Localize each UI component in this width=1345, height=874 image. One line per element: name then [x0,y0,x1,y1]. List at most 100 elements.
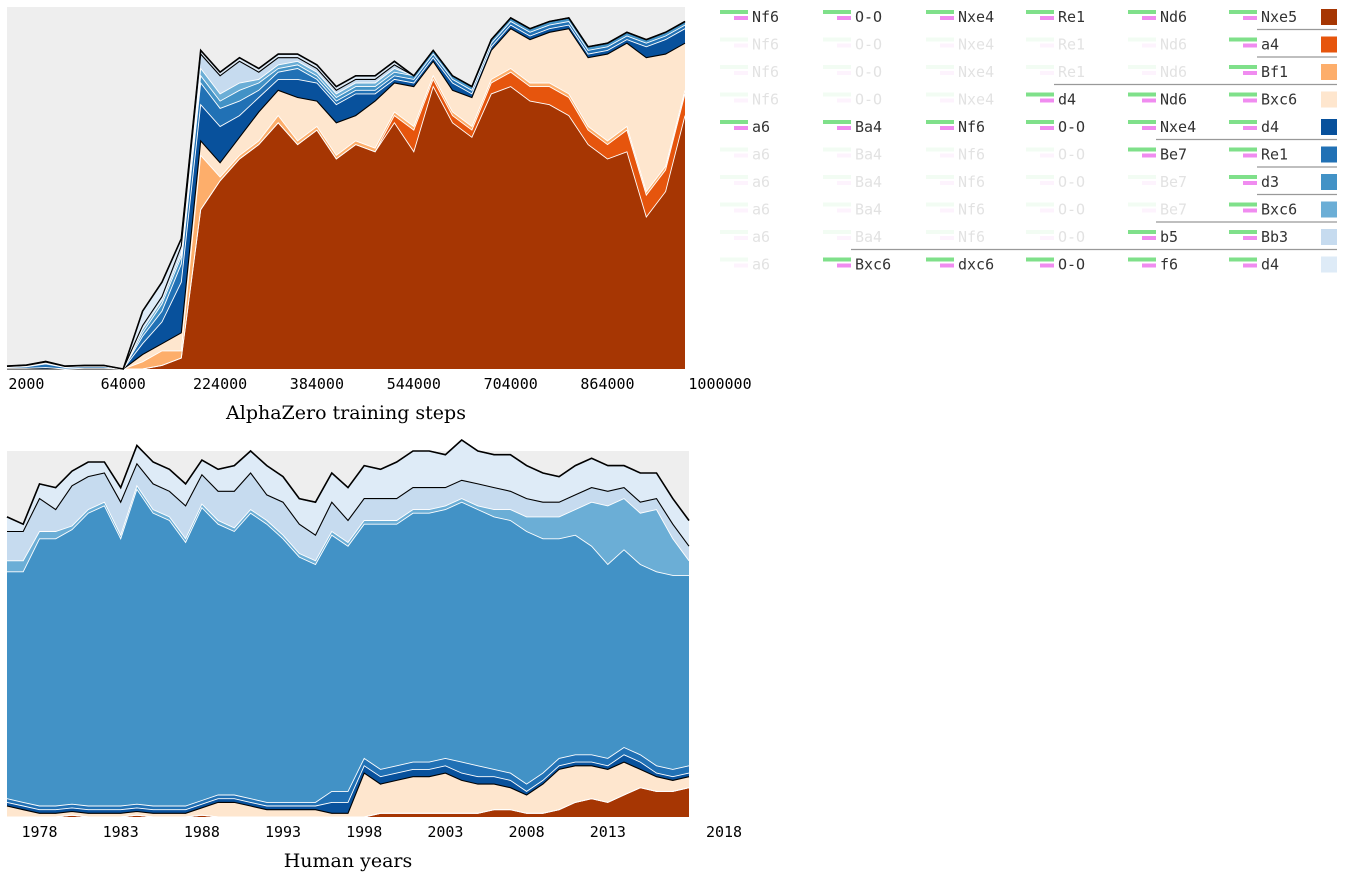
legend-move: f6 [1160,256,1178,274]
legend-marker-black [1142,236,1156,240]
legend-move: O-O [1058,173,1085,191]
legend-marker-white [1229,175,1257,179]
legend-swatch [1321,201,1337,218]
legend-marker-black [1243,181,1257,185]
legend-marker-white [926,257,954,262]
legend-marker-black [940,43,954,48]
legend-marker-white [926,92,954,97]
x-tick-labels: 2000 64000 224000 384000 544000 704000 864000 1… [8,375,751,393]
legend-marker-white [1026,120,1054,124]
area-series-9 [7,440,689,547]
legend-marker-black [1040,98,1054,103]
legend-move: Bxc6 [1261,201,1297,219]
legend-marker-black [1040,208,1054,213]
legend-marker-black [1142,263,1156,268]
legend-move: Be7 [1160,173,1187,191]
legend-move: Nd6 [1160,91,1187,109]
x-tick-label: 64000 [101,375,146,393]
x-tick-label: 544000 [387,375,441,393]
legend-move: d4 [1261,256,1279,274]
legend-marker-white [720,202,748,207]
legend-marker-black [837,181,851,185]
legend-marker-black [1243,16,1257,20]
legend-marker-black [940,236,954,240]
legend-marker-white [720,10,748,14]
legend-marker-white [823,10,851,14]
x-tick-label: 2013 [590,823,626,841]
legend-move: a6 [752,173,770,191]
x-tick-label: 1978 [21,823,57,841]
legend-marker-white [1128,65,1156,69]
training-steps-chart: 2000 64000 224000 384000 544000 704000 864000 1… [6,7,752,424]
area-layers [6,16,686,370]
legend-marker-white [926,120,954,124]
legend-move: Ba4 [855,228,882,246]
area-series-5 [7,21,685,369]
legend-marker-white [720,230,748,234]
legend-move: Re1 [1058,63,1085,81]
legend-move: Ba4 [855,201,882,219]
legend-move: O-O [855,36,882,54]
legend-marker-black [837,208,851,213]
legend-swatch [1321,229,1337,245]
legend-move: Nf6 [958,118,985,136]
legend-swatch [1321,9,1337,25]
area-layers [6,438,690,818]
legend-marker-black [1040,126,1054,130]
legend-marker-white [720,257,748,262]
legend-marker-white [823,65,851,69]
legend-marker-white [1128,120,1156,124]
legend-marker-white [1026,37,1054,42]
legend-marker-white [926,175,954,179]
area-outline [6,16,686,370]
legend-marker-black [1142,153,1156,158]
legend-move: Nf6 [752,36,779,54]
legend-marker-white [720,92,748,97]
legend-marker-black [1142,181,1156,185]
legend-marker-black [734,236,748,240]
legend-marker-white [823,230,851,234]
legend-marker-black [837,126,851,130]
legend-swatch [1321,119,1337,135]
legend-marker-black [940,16,954,20]
legend-marker-white [823,257,851,262]
legend-marker-black [837,43,851,48]
legend-marker-black [837,71,851,75]
legend-marker-black [1142,43,1156,48]
legend-marker-black [1040,43,1054,48]
legend-marker-black [940,181,954,185]
area-series-6 [7,489,689,806]
legend-marker-black [1142,126,1156,130]
legend-move: Bf1 [1261,63,1288,81]
legend-marker-white [1128,257,1156,262]
legend-marker-black [734,16,748,20]
legend-marker-white [926,230,954,234]
legend-marker-black [1142,16,1156,20]
legend-marker-black [734,153,748,158]
legend-move: Nf6 [958,201,985,219]
legend-swatch [1321,146,1337,163]
legend-marker-white [1128,230,1156,234]
legend-marker-white [823,37,851,42]
legend-marker-black [837,16,851,20]
legend-move: Ba4 [855,118,882,136]
area-series-0 [7,787,689,817]
legend-marker-white [720,175,748,179]
legend-marker-white [1229,202,1257,207]
x-tick-label: 384000 [290,375,344,393]
legend-marker-black [1142,71,1156,75]
legend-move: b5 [1160,228,1178,246]
legend-marker-black [837,263,851,268]
legend-move: d4 [1058,91,1076,109]
legend-marker-black [1142,208,1156,213]
legend-marker-white [1229,230,1257,234]
legend-marker-black [1142,98,1156,103]
legend-move: Nxe4 [958,8,994,26]
legend-move: Nf6 [752,91,779,109]
area-series-7-edge [7,484,690,562]
legend-marker-black [940,126,954,130]
legend-marker-black [837,153,851,158]
legend-move: Nf6 [958,173,985,191]
legend-marker-black [734,98,748,103]
human-years-chart: 1978 1983 1988 1993 1998 2003 2008 2013 2018 Hum… [6,438,742,872]
